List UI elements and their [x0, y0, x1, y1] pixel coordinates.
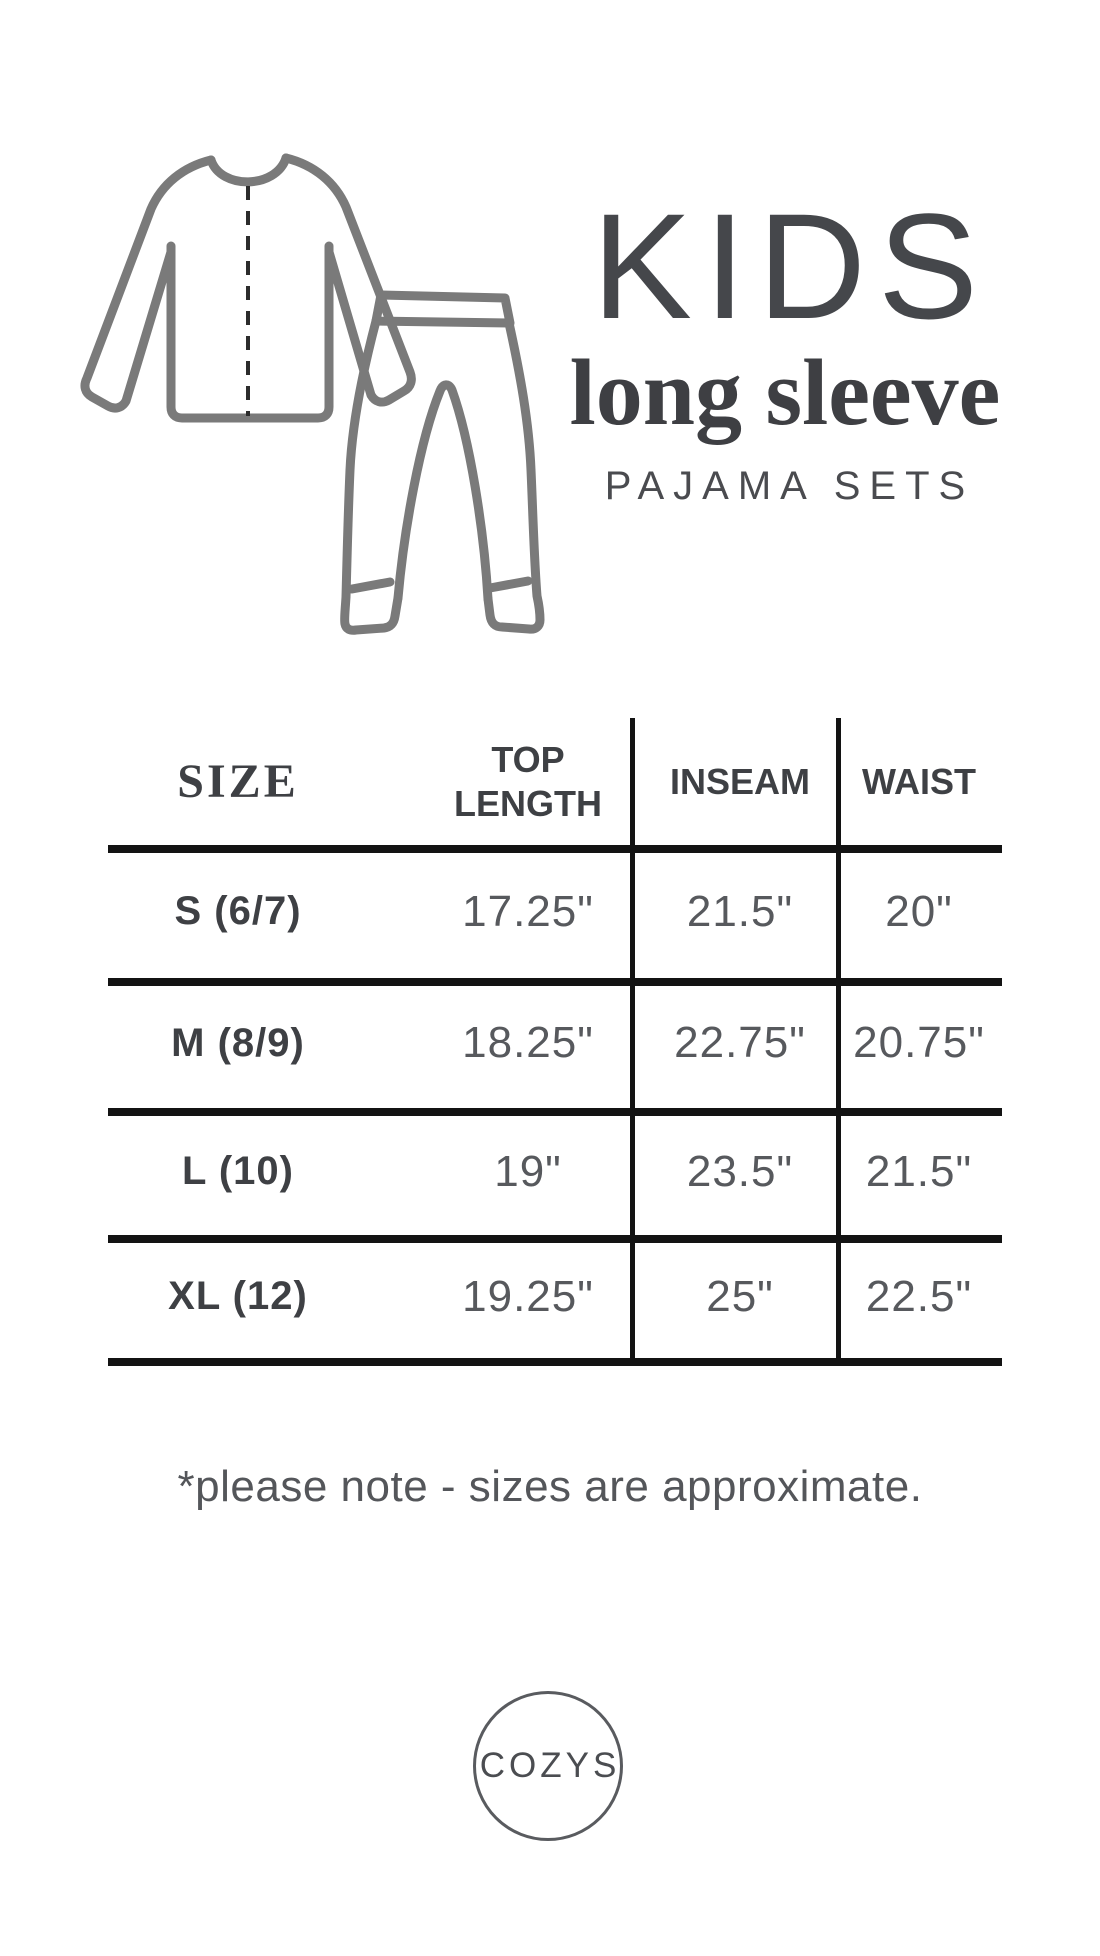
table-row-top-length-cell: 19"	[494, 1146, 562, 1196]
page-subtitle: long sleeve	[569, 341, 1001, 445]
table-row-size-cell: M (8/9)	[171, 1020, 305, 1065]
table-row-top-length-cell: 18.25"	[462, 1018, 594, 1067]
table-rule-vertical	[630, 718, 635, 1366]
page-tagline: PAJAMA SETS	[604, 464, 975, 508]
table-row-waist-cell: 22.5"	[865, 1271, 973, 1321]
pants-right-cuff-line	[485, 576, 533, 593]
table-row-waist-cell: 20.75"	[853, 1018, 985, 1067]
column-header-top-length: TOP LENGTH	[454, 739, 602, 824]
pants-inner-legs	[393, 380, 493, 604]
pants-left-leg	[340, 316, 403, 635]
page-title: KIDS	[591, 182, 991, 350]
table-row-size-cell: S (6/7)	[174, 889, 302, 933]
column-header-size: SIZE	[177, 755, 299, 808]
footnote: *please note - sizes are approximate.	[177, 1462, 923, 1511]
shirt-left-sleeve	[80, 155, 216, 413]
table-row-inseam-cell: 21.5"	[686, 886, 794, 936]
table-rule-horizontal	[108, 1235, 1002, 1243]
size-chart-table: SIZE TOP LENGTH INSEAM WAIST S (6/7) 17.…	[108, 718, 1002, 1366]
table-row-top-length-cell: 17.25"	[462, 886, 594, 936]
title-block: KIDS long sleeve PAJAMA SETS	[535, 188, 1035, 509]
table-row-top-length-cell: 19.25"	[462, 1271, 594, 1321]
shirt-body	[166, 241, 334, 423]
brand-logo-circle: COZYS	[473, 1691, 623, 1841]
table-row-inseam-cell: 25"	[706, 1271, 774, 1321]
column-header-waist: WAIST	[862, 760, 976, 802]
pants-right-leg	[483, 318, 545, 634]
pants-waistband	[371, 290, 515, 328]
table-rule-horizontal	[108, 1108, 1002, 1116]
shirt-right-sleeve	[281, 153, 416, 407]
shirt-neckline	[206, 153, 291, 187]
pants-left-cuff-line	[347, 577, 395, 594]
table-row-inseam-cell: 23.5"	[686, 1146, 794, 1196]
table-rule-horizontal	[108, 978, 1002, 986]
table-rule-horizontal	[108, 845, 1002, 853]
table-row-size-cell: L (10)	[182, 1149, 294, 1193]
table-row-size-cell: XL (12)	[168, 1274, 308, 1318]
size-chart-grid: SIZE TOP LENGTH INSEAM WAIST S (6/7) 17.…	[108, 718, 1002, 1366]
table-row-inseam-cell: 22.75"	[674, 1018, 806, 1067]
table-rule-horizontal	[108, 1358, 1002, 1366]
brand-logo-text: COZYS	[479, 1746, 621, 1785]
table-row-waist-cell: 21.5"	[865, 1146, 973, 1196]
table-row-waist-cell: 20"	[885, 886, 953, 936]
pajama-set-illustration	[80, 153, 545, 635]
column-header-inseam: INSEAM	[669, 760, 810, 802]
table-rule-vertical	[836, 718, 841, 1366]
